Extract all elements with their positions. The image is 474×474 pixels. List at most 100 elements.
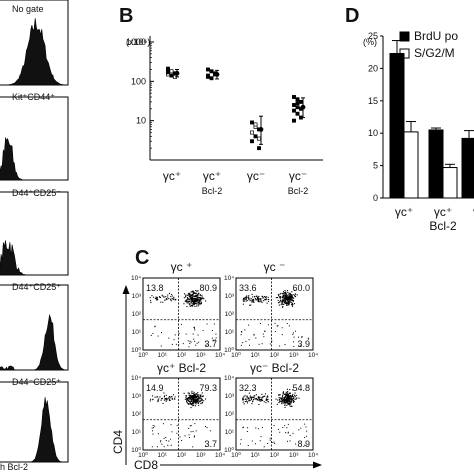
- cell-dot: [294, 289, 296, 291]
- cell-dot: [291, 303, 293, 305]
- cell-dot: [290, 295, 292, 297]
- histogram-label: D44⁻CD25⁺: [12, 377, 61, 387]
- cell-dot: [196, 398, 198, 401]
- cd8-axis-label: CD8: [134, 458, 158, 472]
- cell-dot: [195, 300, 197, 302]
- cell-dot: [282, 399, 284, 401]
- x-category-label: γc⁺: [395, 205, 413, 219]
- cell-dot: [287, 297, 289, 299]
- cell-dot: [267, 395, 269, 397]
- cell-dot: [286, 303, 288, 305]
- cell-dot: [194, 399, 196, 401]
- cell-dot: [250, 304, 252, 306]
- cell-dot: [205, 398, 207, 400]
- cell-dot: [165, 400, 167, 402]
- cell-dot: [243, 299, 245, 301]
- cell-dot: [282, 295, 284, 297]
- cell-dot: [278, 304, 280, 306]
- cell-dot: [181, 440, 183, 442]
- cell-dot: [246, 395, 248, 397]
- cell-dot: [188, 427, 190, 429]
- cell-dot: [193, 400, 195, 402]
- cell-dot: [195, 395, 197, 397]
- cell-dot: [152, 398, 154, 400]
- cell-dot: [279, 301, 281, 303]
- cell-dot: [198, 400, 200, 402]
- cell-dot: [281, 399, 284, 402]
- cell-dot: [194, 298, 196, 300]
- cell-dot: [291, 304, 293, 306]
- cell-dot: [193, 400, 195, 402]
- cell-dot: [278, 394, 280, 396]
- cell-dot: [192, 446, 194, 448]
- cell-dot: [308, 338, 310, 340]
- cell-dot: [260, 436, 262, 438]
- cell-dot: [173, 297, 175, 299]
- cell-dot: [201, 402, 203, 404]
- cell-dot: [194, 299, 196, 301]
- cell-dot: [282, 392, 284, 394]
- cell-dot: [291, 295, 293, 297]
- cell-dot: [204, 441, 206, 443]
- cell-dot: [259, 398, 261, 401]
- cell-dot: [165, 437, 167, 439]
- data-point: [295, 101, 300, 106]
- axis-tick-label: 10⁴: [308, 352, 318, 359]
- cell-dot: [285, 299, 287, 301]
- cell-dot: [157, 396, 159, 398]
- cell-dot: [281, 297, 283, 299]
- cell-dot: [190, 404, 193, 406]
- cell-dot: [298, 397, 300, 399]
- cell-dot: [191, 397, 193, 399]
- cell-dot: [194, 423, 196, 425]
- cell-dot: [199, 303, 201, 305]
- cell-dot: [192, 397, 194, 399]
- cell-dot: [154, 396, 156, 398]
- cell-dot: [283, 295, 285, 297]
- data-point: [209, 76, 214, 81]
- cell-dot: [196, 298, 199, 300]
- cell-dot: [258, 299, 260, 301]
- cell-dot: [200, 403, 202, 405]
- cell-dot: [193, 297, 195, 300]
- histogram-label: Kit⁺CD44⁺: [12, 92, 55, 102]
- data-point: [257, 136, 261, 141]
- data-point: [295, 105, 300, 110]
- cell-dot: [190, 304, 192, 306]
- cell-dot: [193, 295, 195, 297]
- y-axis-unit-label: (%): [363, 37, 377, 47]
- cell-dot: [197, 400, 199, 402]
- cell-dot: [284, 398, 286, 400]
- cell-dot: [196, 396, 198, 398]
- cell-dot: [281, 401, 283, 403]
- cell-dot: [209, 430, 211, 432]
- cell-dot: [290, 405, 293, 407]
- cell-dot: [242, 303, 244, 305]
- cell-dot: [196, 401, 198, 403]
- cell-dot: [246, 396, 248, 398]
- cell-dot: [197, 395, 199, 397]
- cell-dot: [167, 296, 169, 298]
- cell-dot: [283, 393, 285, 395]
- cell-dot: [289, 302, 291, 304]
- data-point: [292, 118, 296, 123]
- cell-dot: [289, 434, 291, 436]
- cell-dot: [186, 306, 188, 308]
- cell-dot: [192, 392, 194, 394]
- cell-dot: [285, 301, 287, 303]
- cell-dot: [286, 401, 288, 403]
- cell-dot: [176, 425, 178, 427]
- axis-tick-label: 10¹: [225, 429, 235, 436]
- cell-dot: [285, 302, 287, 304]
- cell-dot: [264, 330, 266, 332]
- cell-dot: [257, 396, 259, 398]
- cell-dot: [294, 330, 296, 332]
- cell-dot: [277, 399, 279, 401]
- cell-dot: [189, 396, 191, 398]
- cell-dot: [295, 394, 297, 397]
- cell-dot: [196, 299, 198, 301]
- cell-dot: [195, 301, 197, 303]
- axis-tick-label: 10³: [196, 452, 206, 459]
- cell-dot: [197, 296, 199, 298]
- cell-dot: [191, 299, 193, 301]
